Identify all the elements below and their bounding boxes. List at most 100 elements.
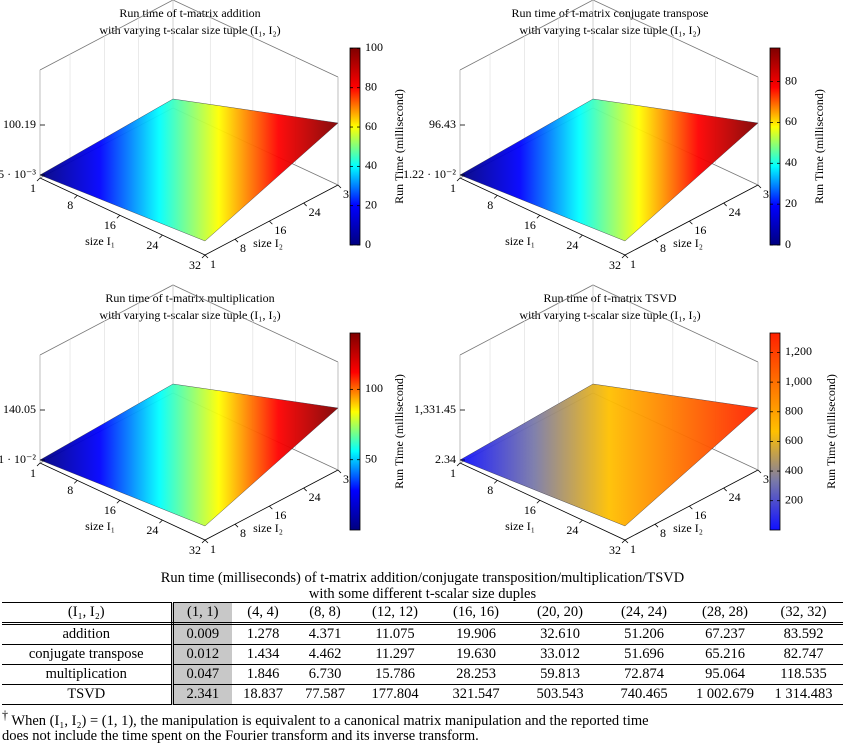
colorbar: [349, 332, 361, 531]
table-cell: 33.012: [518, 644, 602, 665]
colorbar-tick-label: 200: [785, 492, 803, 506]
z-tick-label: 96.43: [429, 117, 456, 131]
colorbar-tick-label: 80: [785, 73, 797, 87]
y-tick-label: 8: [240, 241, 246, 255]
table-cell: 1.434: [232, 644, 294, 665]
runtime-table: (I₁, I₂) (1, 1) (4, 4) (8, 8) (12, 12) (16, 1…: [2, 602, 843, 705]
table-caption: Run time (milliseconds) of t-matrix addi…: [160, 570, 685, 586]
colorbar-label: Run Time (millisecond): [392, 374, 406, 489]
y-tick: [234, 238, 239, 243]
y-tick: [723, 487, 727, 492]
x-tick: [159, 519, 163, 524]
y-tick: [689, 505, 693, 510]
table-cell: 65.216: [686, 644, 764, 665]
x-tick-label: 24: [146, 523, 158, 537]
z-tick-label: 2.34: [435, 452, 456, 466]
x-tick-label: 16: [524, 503, 536, 517]
y-tick: [757, 469, 762, 474]
x-tick: [456, 462, 461, 467]
surface-plot: Run time of t-matrix TSVD with varying t-…: [414, 284, 838, 557]
x-axis-label: size I₁: [85, 234, 115, 248]
y-tick: [337, 469, 342, 474]
colorbar-tick-label: 1,000: [785, 374, 812, 388]
x-tick-label: 32: [189, 258, 201, 272]
table-cell: 6.730: [294, 664, 356, 685]
plot-title: with varying t-scalar size tuple (I₁, I₂…: [519, 23, 700, 37]
table-cell: 19.630: [434, 644, 518, 665]
table-cell: addition: [2, 623, 174, 645]
table-cell: 0.012: [172, 644, 232, 665]
x-tick: [116, 499, 121, 504]
z-tick-label: 1.22 · 10⁻²: [403, 167, 456, 181]
table-cell: 28.253: [434, 664, 518, 685]
table-cell: 19.906: [434, 623, 518, 645]
x-tick-label: 8: [67, 483, 73, 497]
x-tick: [159, 234, 163, 239]
x-axis-label: size I₁: [505, 234, 535, 248]
surface-plot: Run time of t-matrix conjugate transpose…: [403, 0, 826, 272]
z-tick-label: 4.71 · 10⁻²: [0, 452, 36, 466]
table-cell: 18.837: [243, 686, 283, 702]
x-tick-label: 24: [146, 238, 158, 252]
table-cell: (12, 12): [356, 602, 434, 625]
x-axis-label: size I₁: [85, 519, 115, 533]
footnote: † When (I₁, I₂) = (1, 1), the manipulati…: [2, 708, 843, 730]
y-tick: [269, 505, 273, 510]
table-cell: 95.064: [686, 664, 764, 685]
colorbar-tick-label: 80: [365, 79, 377, 93]
x-tick: [621, 539, 626, 544]
colorbar-label: Run Time (millisecond): [824, 374, 838, 489]
x-tick-label: 16: [104, 503, 116, 517]
table-cell: 82.747: [764, 644, 843, 665]
y-tick: [337, 184, 342, 189]
table-cell: TSVD: [2, 684, 174, 705]
y-tick: [204, 539, 209, 544]
x-tick: [493, 195, 498, 199]
x-tick: [116, 214, 121, 219]
table-cell: conjugate transpose: [2, 644, 174, 665]
table-cell: 32.610: [518, 623, 602, 645]
x-axis-label: size I₁: [505, 519, 535, 533]
colorbar: [769, 47, 781, 246]
z-tick-label: 9.05 · 10⁻³: [0, 167, 36, 181]
x-tick: [579, 519, 583, 524]
colorbar-tick-label: 40: [365, 158, 377, 172]
y-tick-label: 24: [729, 205, 741, 219]
table-row: conjugate transpose 0.012 1.434 4.462 11.297…: [2, 644, 843, 665]
table-cell: (4, 4): [232, 602, 294, 625]
y-tick: [654, 238, 659, 243]
table-cell: 177.804: [371, 686, 419, 702]
table-cell: 0.009: [172, 623, 232, 645]
y-tick: [303, 487, 307, 492]
x-tick: [493, 480, 498, 484]
x-tick-label: 1: [450, 181, 456, 195]
table-cell: 72.874: [602, 664, 686, 685]
y-tick-label: 24: [309, 490, 321, 504]
table-cell: 15.786: [356, 664, 434, 685]
table-cell: 11.075: [356, 623, 434, 645]
x-tick-label: 32: [609, 543, 621, 557]
y-axis-label: size I₂: [253, 521, 283, 535]
table-row: (I₁, I₂) (1, 1) (4, 4) (8, 8) (12, 12) (16, 1…: [2, 602, 843, 625]
axis-box: [459, 0, 759, 78]
table-cell: multiplication: [2, 664, 174, 685]
y-tick-label: 1: [210, 542, 216, 556]
z-tick-label: 140.05: [3, 402, 36, 416]
plot-title: with varying t-scalar size tuple (I₁, I₂…: [99, 23, 280, 37]
footnote-line: does not include the time spent on the F…: [2, 728, 479, 744]
axis-box: [39, 0, 339, 78]
y-tick-label: 8: [660, 526, 666, 540]
colorbar-label: Run Time (millisecond): [392, 89, 406, 204]
y-tick: [234, 523, 239, 528]
y-tick: [303, 202, 307, 207]
x-tick: [201, 539, 206, 544]
x-tick-label: 32: [609, 258, 621, 272]
table-cell: 0.047: [172, 664, 232, 685]
table-cell: 51.206: [602, 623, 686, 645]
surface: [459, 383, 759, 527]
y-axis-label: size I₂: [253, 236, 283, 250]
table-cell: (20, 20): [518, 602, 602, 625]
colorbar-tick-label: 0: [365, 237, 371, 251]
y-tick-label: 16: [694, 508, 706, 522]
